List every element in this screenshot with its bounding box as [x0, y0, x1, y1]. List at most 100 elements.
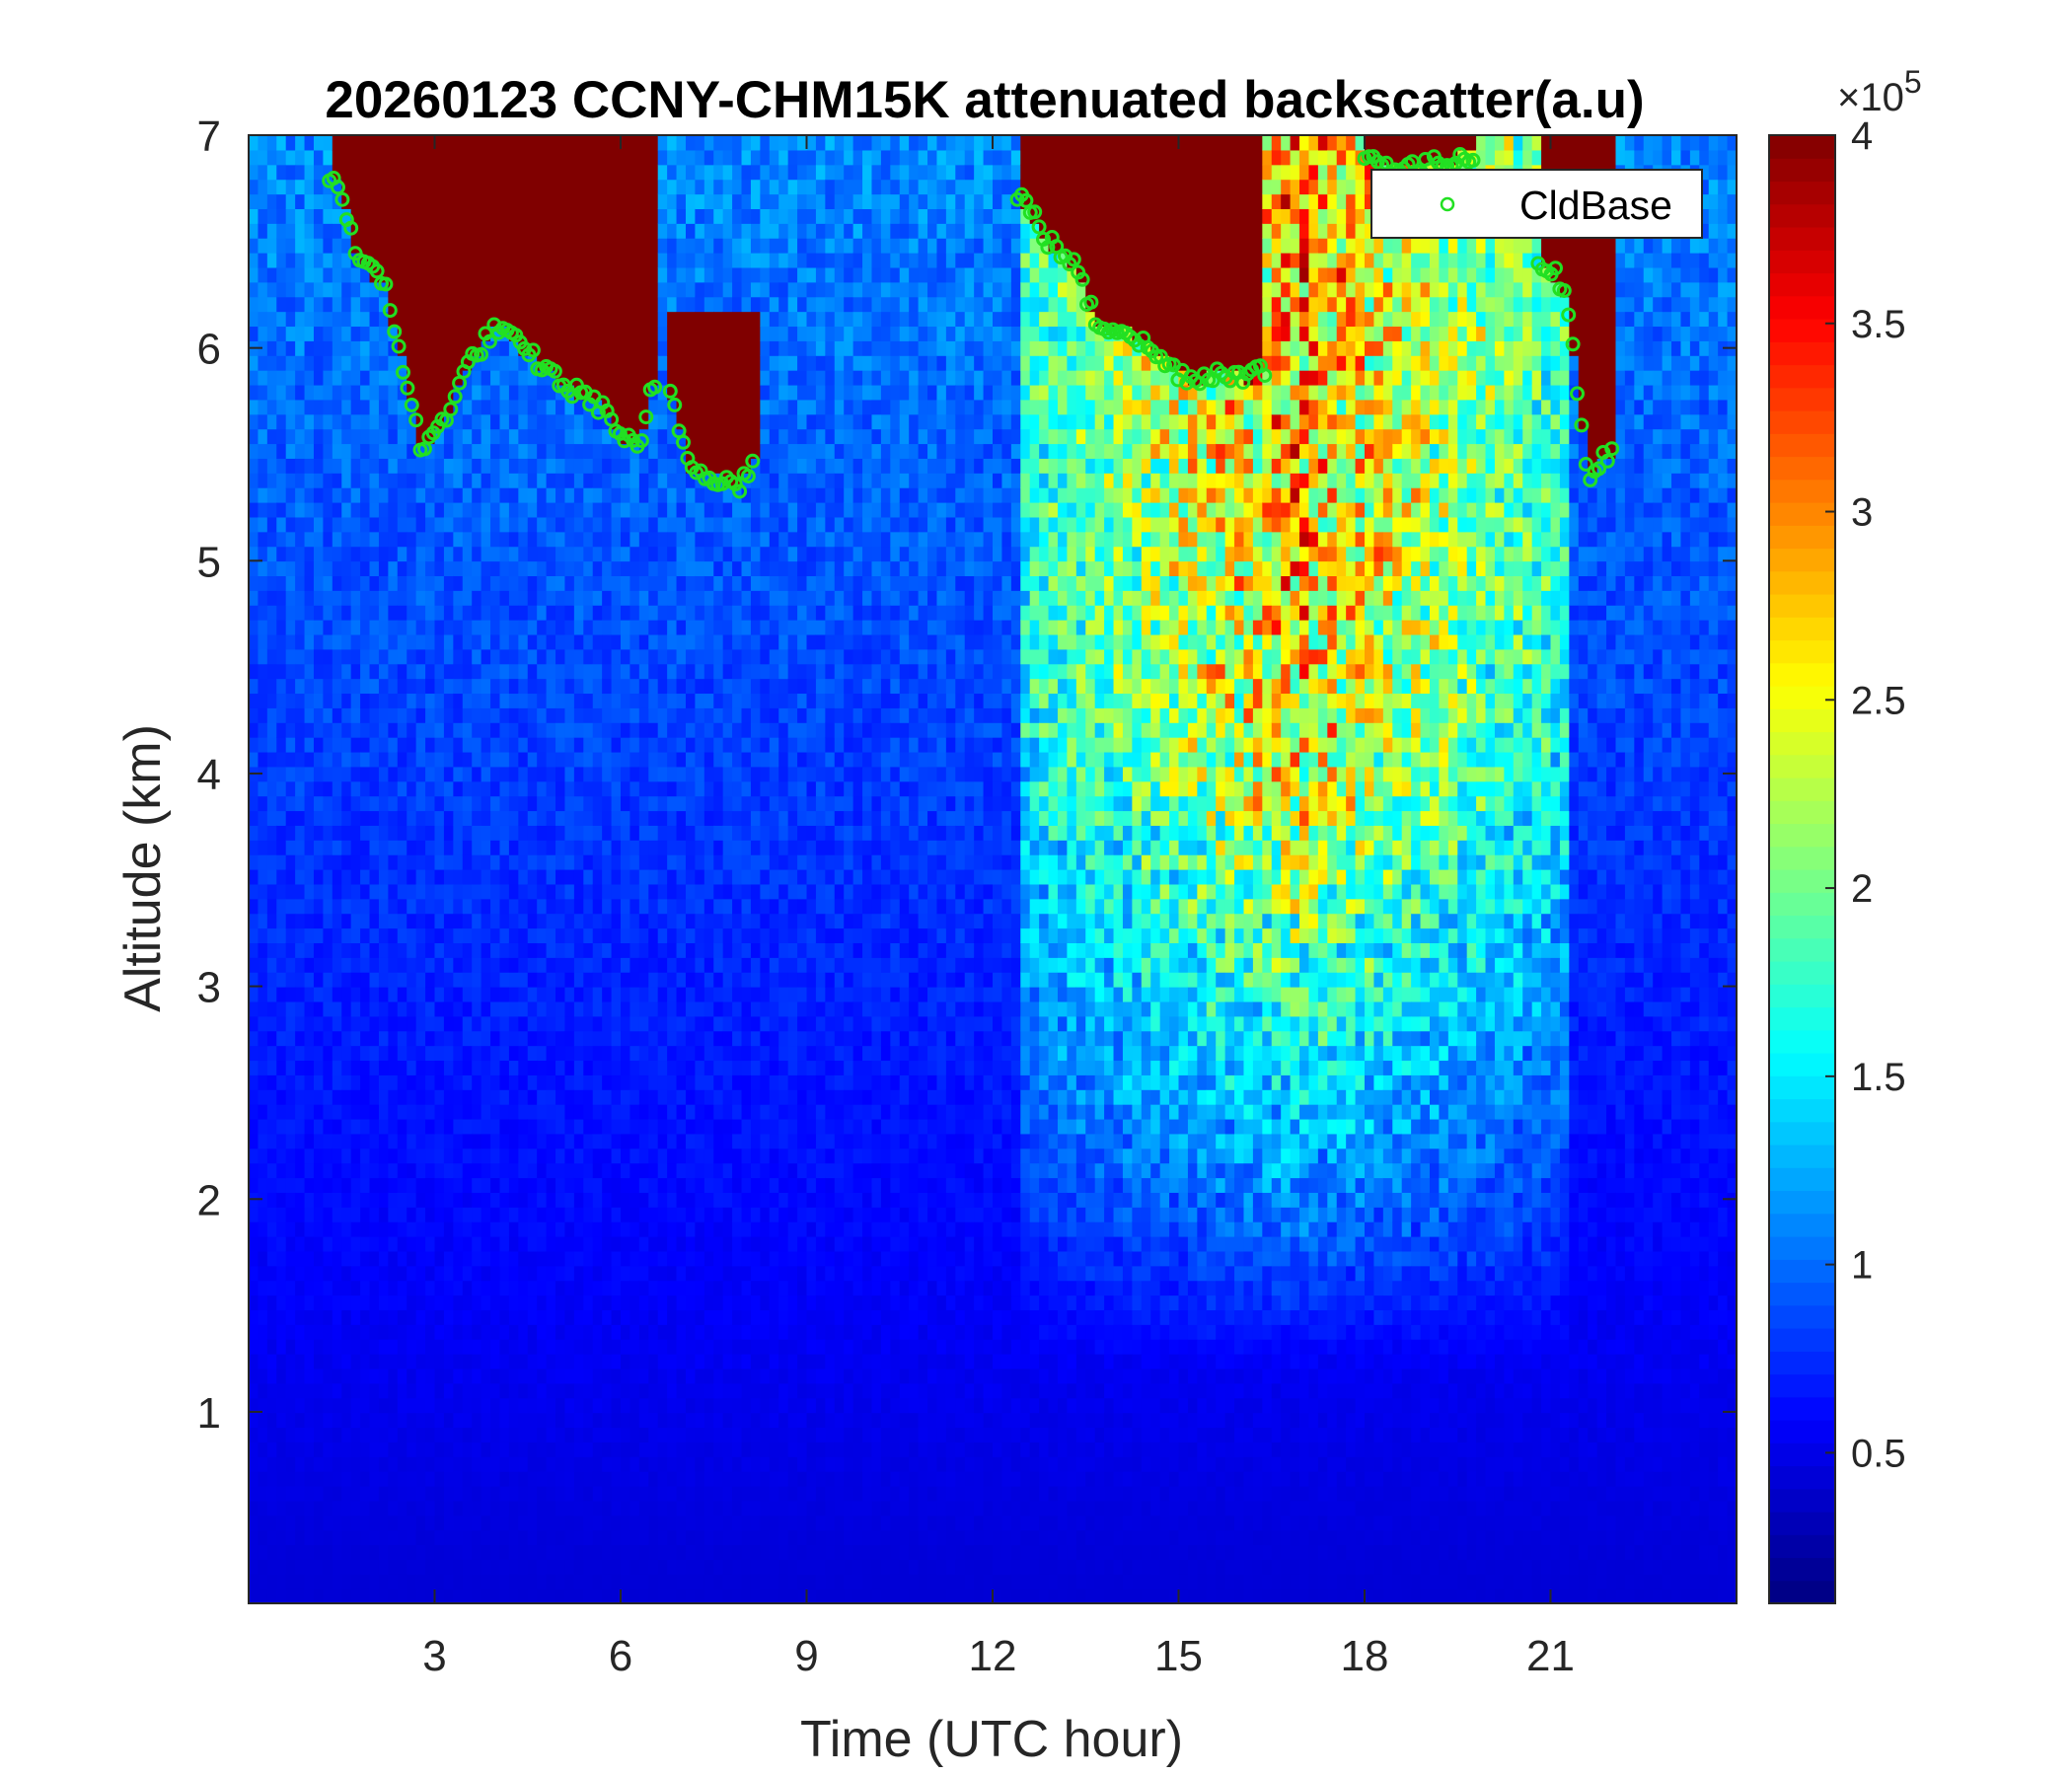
heatmap-cell — [611, 1265, 622, 1282]
heatmap-cell — [415, 1456, 426, 1472]
heatmap-cell — [388, 1147, 399, 1164]
heatmap-cell — [611, 531, 622, 548]
heatmap-cell — [527, 487, 538, 503]
heatmap-cell — [527, 1382, 538, 1399]
heatmap-cell — [481, 1045, 491, 1062]
heatmap-cell — [703, 266, 714, 283]
heatmap-cell — [555, 487, 566, 503]
heatmap-cell — [703, 1221, 714, 1237]
heatmap-cell — [360, 1427, 371, 1443]
heatmap-cell — [388, 1236, 399, 1252]
heatmap-cell — [397, 311, 407, 328]
heatmap-cell — [555, 1177, 566, 1193]
heatmap-cell — [685, 575, 697, 591]
heatmap-cell — [621, 1236, 631, 1252]
heatmap-cell — [313, 869, 325, 885]
heatmap-cell — [434, 546, 445, 562]
heatmap-cell — [276, 590, 287, 606]
heatmap-cell — [276, 516, 287, 533]
heatmap-cell — [266, 1060, 277, 1075]
heatmap-cell — [592, 898, 603, 915]
heatmap-cell — [499, 1207, 510, 1222]
heatmap-cell — [583, 370, 594, 386]
heatmap-cell — [388, 1339, 399, 1355]
heatmap-cell — [341, 384, 352, 401]
heatmap-cell — [360, 957, 371, 973]
heatmap-cell — [573, 502, 584, 518]
heatmap-cell — [611, 164, 622, 181]
heatmap-cell — [564, 1485, 575, 1502]
heatmap-cell — [648, 1207, 659, 1222]
heatmap-cell — [648, 1412, 659, 1429]
heatmap-cell — [602, 355, 613, 371]
heatmap-cell — [313, 546, 325, 562]
heatmap-cell — [573, 1309, 584, 1325]
heatmap-cell — [258, 766, 268, 782]
heatmap-cell — [508, 942, 519, 958]
heatmap-cell — [583, 1397, 594, 1414]
heatmap-cell — [276, 620, 287, 635]
heatmap-cell — [583, 1589, 594, 1604]
heatmap-cell — [629, 1060, 640, 1075]
heatmap-cell — [276, 370, 287, 386]
heatmap-cell — [592, 1104, 603, 1120]
heatmap-cell — [388, 443, 399, 459]
heatmap-cell — [583, 1045, 594, 1062]
heatmap-cell — [332, 473, 342, 488]
heatmap-cell — [360, 1162, 371, 1179]
heatmap-cell — [555, 825, 566, 841]
heatmap-cell — [388, 620, 399, 635]
heatmap-cell — [518, 575, 529, 591]
heatmap-cell — [703, 1265, 714, 1282]
heatmap-cell — [537, 266, 548, 283]
heatmap-cell — [676, 869, 687, 885]
heatmap-cell — [276, 487, 287, 503]
heatmap-cell — [638, 1250, 649, 1267]
heatmap-cell — [629, 722, 640, 738]
heatmap-cell — [378, 1074, 389, 1090]
heatmap-cell — [518, 927, 529, 943]
heatmap-cell — [667, 1280, 678, 1296]
heatmap-cell — [249, 355, 259, 371]
heatmap-cell — [304, 1574, 315, 1590]
heatmap-cell — [490, 266, 501, 283]
heatmap-cell — [397, 1397, 407, 1414]
heatmap-cell — [546, 413, 556, 430]
heatmap-cell — [657, 208, 668, 224]
heatmap-cell — [341, 135, 352, 151]
heatmap-cell — [481, 340, 491, 356]
heatmap-cell — [621, 1295, 631, 1310]
heatmap-cell — [621, 1412, 631, 1429]
heatmap-cell — [685, 1133, 697, 1149]
heatmap-cell — [258, 987, 268, 1002]
heatmap-cell — [350, 531, 361, 548]
heatmap-cell — [425, 370, 436, 386]
heatmap-cell — [508, 678, 519, 695]
heatmap-cell — [360, 311, 371, 328]
heatmap-cell — [258, 502, 268, 518]
heatmap-cell — [295, 1500, 306, 1517]
heatmap-cell — [546, 238, 556, 254]
heatmap-cell — [537, 840, 548, 855]
heatmap-cell — [360, 135, 371, 151]
heatmap-cell — [555, 1339, 566, 1355]
heatmap-cell — [583, 663, 594, 680]
heatmap-cell — [295, 590, 306, 606]
heatmap-cell — [546, 149, 556, 166]
heatmap-cell — [415, 633, 426, 650]
heatmap-cell — [266, 1442, 277, 1457]
heatmap-cell — [462, 531, 473, 548]
heatmap-cell — [499, 663, 510, 680]
heatmap-cell — [341, 458, 352, 474]
heatmap-cell — [472, 1162, 482, 1179]
heatmap-cell — [249, 1265, 259, 1282]
heatmap-cell — [388, 1074, 399, 1090]
heatmap-cell — [341, 1236, 352, 1252]
heatmap-cell — [295, 927, 306, 943]
heatmap-cell — [313, 1382, 325, 1399]
heatmap-cell — [388, 208, 399, 224]
heatmap-cell — [648, 1471, 659, 1487]
heatmap-cell — [667, 693, 678, 708]
heatmap-cell — [695, 1060, 705, 1075]
heatmap-cell — [360, 1368, 371, 1384]
